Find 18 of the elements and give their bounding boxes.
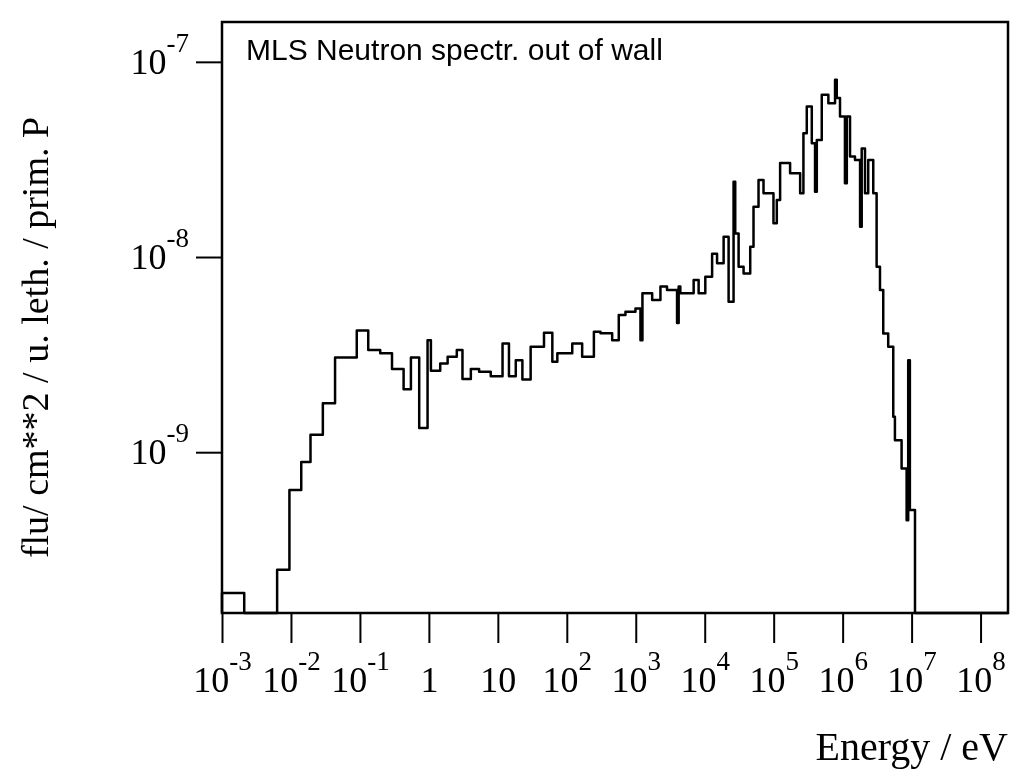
x-tick-label: 10$^{-3}$	[193, 645, 252, 700]
y-axis-title: flu/ cm**2 / u. leth. / prim. P	[14, 116, 56, 559]
x-tick-label: 10$^{2}$	[542, 645, 593, 700]
x-tick-label: 10$^{4}$	[680, 645, 731, 700]
x-tick-label: 10$^{7}$	[887, 645, 937, 700]
x-tick-label: 10$^{-1}$	[331, 645, 390, 700]
x-tick-label: 10$^{-2}$	[262, 645, 321, 700]
chart-title: MLS Neutron spectr. out of wall	[246, 33, 663, 66]
x-tick-label: 10$^{8}$	[956, 645, 1006, 700]
x-tick-label: 10$^{6}$	[818, 645, 868, 700]
x-tick-label: 10	[480, 659, 517, 700]
y-tick-label: 10$^{-7}$	[130, 28, 189, 82]
x-tick-label: 10$^{5}$	[749, 645, 799, 700]
y-tick-label: 10$^{-8}$	[130, 223, 189, 278]
y-tick-label: 10$^{-9}$	[130, 418, 189, 473]
x-tick-label: 1	[420, 659, 439, 700]
x-axis-title: Energy / eV	[815, 724, 1009, 769]
x-tick-label: 10$^{3}$	[611, 645, 662, 700]
